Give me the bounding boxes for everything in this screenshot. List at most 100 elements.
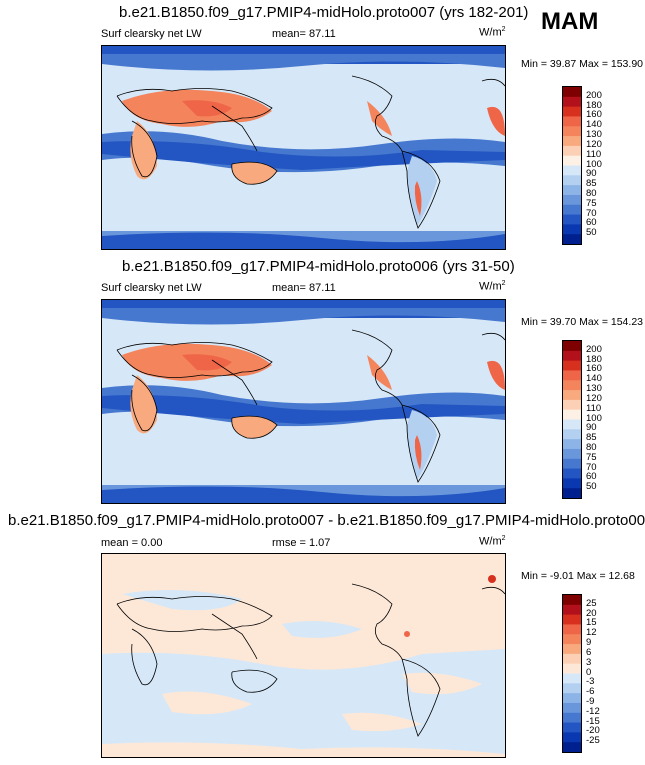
colorbar-tick-label: 80 xyxy=(586,187,597,199)
panel2-mean: mean= 87.11 xyxy=(272,282,336,294)
colorbar-swatch xyxy=(563,390,581,401)
colorbar-swatch xyxy=(563,653,581,665)
colorbar-tick-label: 3 xyxy=(586,656,592,668)
panel2-title: b.e21.B1850.f09_g17.PMIP4-midHolo.proto0… xyxy=(122,258,515,275)
colorbar-tick-label: 200 xyxy=(586,89,602,101)
panel1-map xyxy=(101,45,506,250)
colorbar-tick-label: 0 xyxy=(586,666,592,678)
colorbar-tick-label: 60 xyxy=(586,471,597,483)
panel2-colorbar xyxy=(562,340,582,499)
colorbar-swatch xyxy=(563,419,581,430)
colorbar-swatch xyxy=(563,468,581,479)
colorbar-swatch xyxy=(563,234,581,245)
panel3-minmax: Min = -9.01 Max = 12.68 xyxy=(521,570,635,582)
panel3-colorbar-graphic xyxy=(563,595,581,753)
colorbar-swatch xyxy=(563,624,581,635)
panel1-minmax: Min = 39.87 Max = 153.90 xyxy=(521,58,643,70)
panel3-units: W/m2 xyxy=(479,535,506,548)
colorbar-tick-label: 70 xyxy=(586,207,597,219)
colorbar-swatch xyxy=(563,399,581,411)
colorbar-tick-label: 130 xyxy=(586,129,602,141)
colorbar-tick-label: 50 xyxy=(586,227,597,239)
colorbar-swatch xyxy=(563,136,581,147)
colorbar-tick-label: 120 xyxy=(586,138,602,150)
panel2-colorbar-graphic xyxy=(563,341,581,499)
colorbar-tick-label: -9 xyxy=(586,695,595,707)
colorbar-swatch xyxy=(563,722,581,733)
colorbar-swatch xyxy=(563,693,581,704)
colorbar-swatch xyxy=(563,644,581,655)
colorbar-swatch xyxy=(563,712,581,724)
colorbar-tick-label: 25 xyxy=(586,597,597,609)
colorbar-swatch xyxy=(563,604,581,616)
colorbar-tick-label: 140 xyxy=(586,373,602,385)
colorbar-swatch xyxy=(563,96,581,108)
colorbar-swatch xyxy=(563,732,581,743)
panel1-variable: Surf clearsky net LW xyxy=(101,28,202,40)
panel3-mean: mean = 0.00 xyxy=(101,537,163,549)
colorbar-tick-label: 110 xyxy=(586,402,602,414)
panel2-minmax: Min = 39.70 Max = 154.23 xyxy=(521,316,643,328)
colorbar-swatch xyxy=(563,370,581,381)
colorbar-tick-label: 50 xyxy=(586,481,597,493)
colorbar-tick-label: 15 xyxy=(586,617,597,629)
panel3-title: b.e21.B1850.f09_g17.PMIP4-midHolo.proto0… xyxy=(8,512,645,529)
colorbar-tick-label: 80 xyxy=(586,441,597,453)
panel2-units: W/m2 xyxy=(479,280,506,293)
colorbar-tick-label: 85 xyxy=(586,432,597,444)
colorbar-tick-label: 100 xyxy=(586,412,602,424)
colorbar-tick-label: 180 xyxy=(586,353,602,365)
colorbar-swatch xyxy=(563,595,581,606)
colorbar-swatch xyxy=(563,350,581,362)
colorbar-swatch xyxy=(563,742,581,753)
colorbar-swatch xyxy=(563,155,581,166)
panel2-map xyxy=(101,299,506,504)
colorbar-swatch xyxy=(563,106,581,117)
colorbar-swatch xyxy=(563,116,581,127)
colorbar-tick-label: 12 xyxy=(586,627,597,639)
colorbar-tick-label: 90 xyxy=(586,168,597,180)
colorbar-swatch xyxy=(563,673,581,684)
colorbar-swatch xyxy=(563,488,581,499)
colorbar-swatch xyxy=(563,683,581,694)
colorbar-tick-label: -15 xyxy=(586,715,600,727)
colorbar-swatch xyxy=(563,165,581,176)
colorbar-tick-label: 70 xyxy=(586,461,597,473)
colorbar-tick-label: 9 xyxy=(586,637,592,649)
colorbar-tick-label: 110 xyxy=(586,148,602,160)
colorbar-tick-label: 75 xyxy=(586,451,597,463)
colorbar-swatch xyxy=(563,87,581,98)
colorbar-swatch xyxy=(563,614,581,625)
colorbar-tick-label: 20 xyxy=(586,607,597,619)
panel1-colorbar xyxy=(562,86,582,245)
panel1-map-graphic xyxy=(102,46,505,249)
colorbar-swatch xyxy=(563,145,581,157)
panel3-map-graphic xyxy=(102,554,505,757)
colorbar-swatch xyxy=(563,341,581,352)
colorbar-tick-label: -3 xyxy=(586,676,595,688)
colorbar-tick-label: 100 xyxy=(586,158,602,170)
colorbar-swatch xyxy=(563,126,581,137)
colorbar-swatch xyxy=(563,409,581,420)
colorbar-tick-label: 6 xyxy=(586,646,592,658)
colorbar-tick-label: 200 xyxy=(586,343,602,355)
colorbar-tick-label: 130 xyxy=(586,383,602,395)
colorbar-swatch xyxy=(563,448,581,460)
panel3-map xyxy=(101,553,506,758)
panel2-map-graphic xyxy=(102,300,505,503)
colorbar-swatch xyxy=(563,175,581,186)
colorbar-swatch xyxy=(563,204,581,216)
colorbar-swatch xyxy=(563,439,581,450)
colorbar-swatch xyxy=(563,478,581,489)
season-label: MAM xyxy=(541,8,599,35)
colorbar-tick-label: 120 xyxy=(586,392,602,404)
colorbar-swatch xyxy=(563,360,581,371)
panel1-mean: mean= 87.11 xyxy=(272,28,336,40)
colorbar-tick-label: 140 xyxy=(586,119,602,131)
colorbar-swatch xyxy=(563,194,581,206)
colorbar-tick-label: 160 xyxy=(586,363,602,375)
colorbar-swatch xyxy=(563,634,581,645)
colorbar-swatch xyxy=(563,214,581,225)
colorbar-swatch xyxy=(563,429,581,440)
colorbar-tick-label: 75 xyxy=(586,197,597,209)
